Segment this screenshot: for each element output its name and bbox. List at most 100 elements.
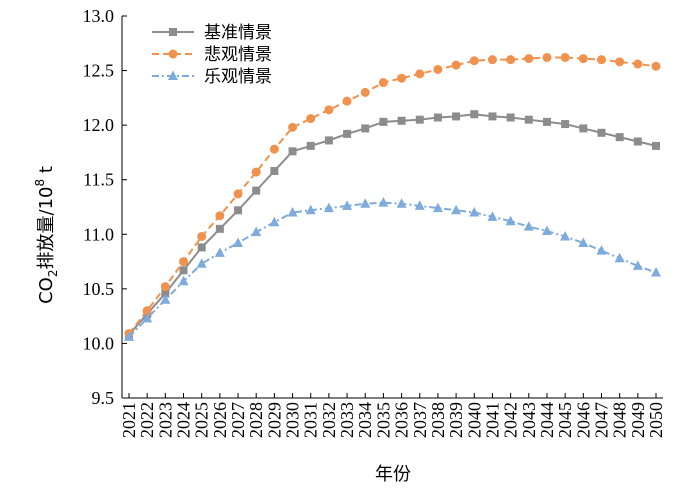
x-tick-label: 2027	[228, 402, 248, 438]
data-point	[342, 200, 353, 210]
x-tick-label: 2032	[319, 402, 339, 438]
data-point	[614, 252, 625, 263]
data-point	[651, 266, 661, 277]
y-tick-label: 9.5	[92, 388, 115, 408]
data-point	[542, 117, 551, 126]
data-point	[597, 128, 606, 137]
x-tick-label: 2050	[646, 402, 666, 438]
data-point	[470, 110, 479, 119]
x-tick-label: 2041	[482, 402, 502, 438]
data-point	[252, 186, 261, 195]
x-tick-label: 2046	[573, 402, 593, 438]
data-point	[214, 247, 225, 257]
legend-item: 悲观情景	[152, 45, 272, 65]
x-tick-label: 2036	[392, 402, 412, 438]
data-point	[651, 61, 661, 71]
legend-item: 乐观情景	[152, 67, 272, 87]
x-tick-label: 2024	[174, 402, 194, 438]
data-point	[343, 129, 352, 138]
data-point	[360, 198, 371, 208]
data-point	[269, 216, 280, 227]
x-tick-label: 2026	[210, 402, 230, 438]
data-point	[487, 211, 498, 221]
y-title-sub-2: 2	[46, 270, 60, 278]
data-point	[306, 141, 315, 150]
data-point	[269, 144, 279, 154]
data-point	[632, 260, 643, 270]
data-point	[488, 112, 497, 121]
data-point	[288, 122, 298, 132]
data-point	[197, 231, 207, 241]
series-0	[125, 110, 660, 339]
data-point	[233, 189, 243, 199]
x-tick-label: 2030	[283, 402, 303, 438]
y-tick-label: 12.5	[83, 61, 115, 81]
x-tick-label: 2048	[610, 402, 630, 438]
data-point	[414, 200, 425, 210]
x-tick-label: 2034	[355, 402, 375, 438]
x-tick-label: 2031	[301, 402, 321, 438]
data-point	[561, 120, 570, 129]
data-point	[196, 258, 207, 268]
y-tick-label: 10.5	[83, 279, 115, 299]
legend-marker	[168, 49, 178, 59]
legend-marker	[168, 70, 178, 80]
data-point	[524, 115, 533, 124]
data-point	[596, 55, 606, 65]
legend-item: 基准情景	[152, 23, 272, 43]
x-tick-label: 2044	[537, 402, 557, 438]
data-point	[578, 237, 589, 248]
y-tick-label: 13.0	[83, 6, 115, 26]
data-point	[452, 112, 461, 121]
x-tick-label: 2039	[446, 402, 466, 438]
x-tick-label: 2038	[428, 402, 448, 438]
data-point	[215, 224, 224, 233]
y-title-part-unit: 排放量/10	[36, 187, 57, 270]
x-tick-label: 2029	[264, 402, 284, 438]
data-point	[506, 113, 515, 122]
data-point	[415, 69, 425, 79]
data-point	[197, 243, 206, 252]
series-line	[128, 113, 657, 336]
data-point	[469, 56, 479, 66]
x-tick-label: 2033	[337, 402, 357, 438]
data-point	[433, 113, 442, 122]
data-point	[487, 55, 497, 65]
data-point	[397, 73, 407, 83]
data-point	[160, 294, 171, 304]
x-tick-label: 2049	[628, 402, 648, 438]
y-axis-title: CO2排放量/108 t	[33, 166, 60, 304]
data-point	[397, 116, 406, 125]
x-tick-label: 2040	[464, 402, 484, 438]
data-point	[251, 226, 262, 237]
data-point	[306, 114, 316, 124]
y-tick-label: 11.0	[83, 224, 114, 244]
data-point	[179, 257, 189, 267]
data-point	[142, 306, 152, 316]
data-point	[506, 55, 516, 65]
data-point	[378, 197, 389, 207]
data-point	[287, 206, 298, 217]
data-point	[179, 266, 188, 275]
x-tick-label: 2045	[555, 402, 575, 438]
data-point	[233, 237, 244, 248]
data-point	[505, 215, 516, 226]
x-tick-label: 2022	[137, 402, 157, 438]
data-point	[633, 137, 642, 146]
x-tick-label: 2043	[519, 402, 539, 438]
data-point	[433, 64, 443, 74]
y-tick-label: 11.5	[83, 170, 114, 190]
data-point	[178, 275, 189, 286]
data-point	[379, 117, 388, 126]
series-line	[128, 201, 657, 338]
data-point	[451, 60, 461, 70]
data-point	[652, 141, 660, 150]
y-tick-label: 12.0	[83, 115, 115, 135]
data-point	[324, 136, 333, 145]
data-point	[361, 124, 370, 133]
y-title-sup-8: 8	[33, 179, 47, 187]
x-tick-label: 2025	[192, 402, 212, 438]
x-tick-label: 2035	[373, 402, 393, 438]
data-point	[142, 312, 153, 323]
